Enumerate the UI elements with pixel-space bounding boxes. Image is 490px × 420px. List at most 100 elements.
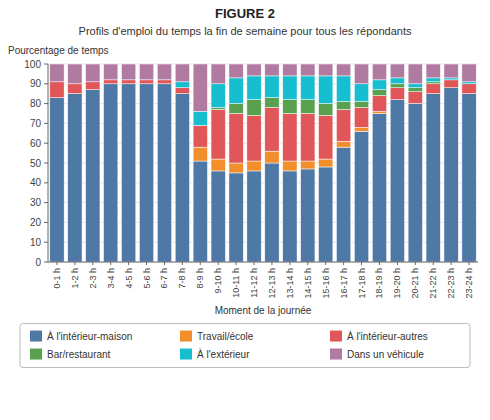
bar-segment [462, 94, 476, 262]
x-tick-label: 10-11 h [231, 268, 241, 298]
series [50, 80, 476, 163]
bar-segment [390, 84, 404, 88]
bar-segment [157, 84, 171, 262]
bar-segment [50, 82, 64, 98]
x-tick-label: 23-24 h [464, 268, 474, 299]
bar-segment [86, 64, 100, 82]
legend-swatch [330, 349, 342, 360]
x-tick-label: 4-5 h [124, 268, 134, 289]
x-tick-label: 11-12 h [249, 268, 259, 298]
bar-segment [104, 84, 118, 262]
legend-label: Bar/restaurant [47, 349, 111, 360]
bar-segment [372, 112, 386, 114]
bar-segment [319, 159, 333, 167]
x-tick [236, 262, 237, 265]
series [50, 64, 476, 112]
y-tick [44, 202, 48, 203]
x-tick [397, 262, 398, 265]
bar-segment [86, 82, 100, 90]
bar-segment [229, 163, 243, 173]
bar-segment [247, 100, 261, 116]
bar-segment [247, 115, 261, 161]
x-tick [451, 262, 452, 265]
bar-segment [283, 64, 297, 76]
bar-segment [390, 64, 404, 78]
bar-segment [193, 125, 207, 147]
bar-segment [157, 64, 171, 80]
y-tick [44, 222, 48, 223]
bar-segment [336, 141, 350, 147]
bar-segment [408, 88, 422, 92]
bar-segment [265, 163, 279, 262]
x-tick-label: 9-10 h [213, 268, 223, 294]
y-tick [44, 182, 48, 183]
bar-segment [354, 64, 368, 84]
bar-segment [390, 100, 404, 262]
y-tick-label: 0 [35, 257, 41, 268]
legend-label: Travail/école [197, 331, 254, 342]
bar-segment [336, 102, 350, 110]
y-tick [44, 143, 48, 144]
x-tick [128, 262, 129, 265]
bar-segment [193, 161, 207, 262]
bar-segment [139, 84, 153, 262]
bar-segment [354, 84, 368, 102]
bar-segment [372, 64, 386, 80]
title: FIGURE 2 [215, 6, 275, 21]
legend-swatch [180, 331, 192, 342]
x-tick [218, 262, 219, 265]
bar-segment [462, 82, 476, 84]
bar-segment [372, 90, 386, 96]
x-tick-label: 1-2 h [70, 268, 80, 289]
bar-segment [426, 82, 440, 84]
x-axis-line [48, 262, 478, 263]
y-tick-label: 50 [30, 158, 42, 169]
bar-segment [247, 171, 261, 262]
bar-segment [193, 147, 207, 161]
bar-segment [86, 90, 100, 262]
bar-segment [139, 64, 153, 80]
chart: FIGURE 2Profils d'emploi du temps la fin… [0, 0, 490, 420]
x-tick-label: 3-4 h [106, 268, 116, 289]
bar-segment [193, 112, 207, 126]
bar-segment [68, 84, 82, 94]
y-axis: 0102030405060708090100 [24, 59, 48, 268]
y-tick [44, 163, 48, 164]
bar-segment [372, 80, 386, 90]
bar-segment [444, 78, 458, 80]
x-tick-label: 19-20 h [392, 268, 402, 299]
bar-segment [68, 64, 82, 84]
x-tick-label: 14-15 h [303, 268, 313, 299]
bar-segment [301, 114, 315, 162]
bar-segment [175, 94, 189, 262]
x-tick [289, 262, 290, 265]
y-tick [44, 242, 48, 243]
bar-segment [175, 64, 189, 82]
bar-segment [265, 64, 279, 76]
bar-segment [211, 159, 225, 171]
bar-segment [229, 78, 243, 104]
bar-segment [336, 147, 350, 262]
bar-segment [229, 114, 243, 164]
y-tick-label: 70 [30, 118, 42, 129]
bar-segment [444, 80, 458, 88]
x-tick-label: 7-8 h [177, 268, 187, 289]
y-tick-label: 30 [30, 197, 42, 208]
bar-segment [408, 92, 422, 104]
x-tick-label: 8-9 h [195, 268, 205, 289]
bar-segment [139, 80, 153, 84]
y-axis-line [48, 64, 49, 262]
bar-segment [211, 171, 225, 262]
y-tick [44, 103, 48, 104]
y-tick-label: 80 [30, 98, 42, 109]
bar-segment [301, 161, 315, 169]
bar-segment [121, 80, 135, 84]
bar-segment [175, 88, 189, 94]
bar-segment [319, 64, 333, 76]
bar-segment [247, 76, 261, 100]
bar-segment [283, 161, 297, 171]
bar-segment [229, 64, 243, 78]
x-tick-label: 13-14 h [285, 268, 295, 299]
bar-segment [408, 84, 422, 88]
y-tick [44, 64, 48, 65]
